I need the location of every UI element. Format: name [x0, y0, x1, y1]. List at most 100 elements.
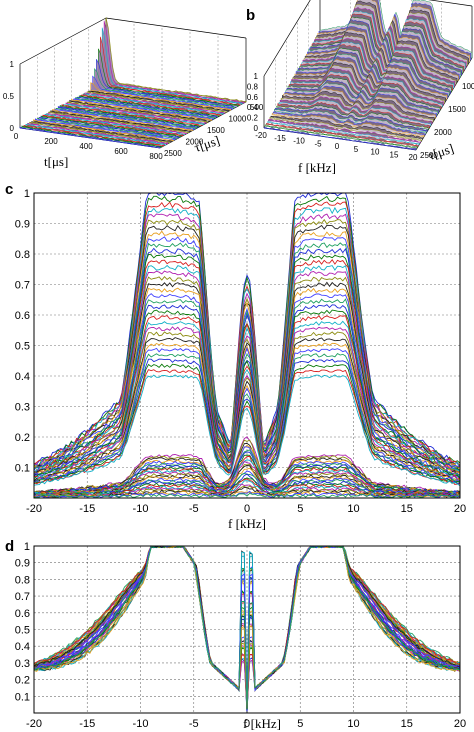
panel-c-xtick-label: -20 [26, 503, 42, 515]
panel-b-letter: b [246, 7, 255, 24]
panel-d-ytick-label: 0.6 [15, 608, 30, 620]
panel-a-surface-row [21, 125, 163, 148]
panel-c-curve [33, 369, 461, 485]
panel-a-surface-row [86, 91, 228, 113]
panel-a-axes-box [19, 17, 247, 149]
panel-a-surface-row [55, 107, 197, 129]
panel-a-ylabel: τ[μs] [192, 133, 221, 155]
panel-a-surface-row [59, 105, 201, 127]
panel-b-tick-labels: -20-15-10-505101520500100015002000250000… [247, 72, 474, 162]
panel-d-curve [33, 545, 461, 712]
panel-b-surface-row [263, 127, 417, 151]
panel-a-surface-row [54, 109, 195, 130]
panel-a-surface-row [88, 90, 230, 112]
panel-b-ztick-label: 0.8 [247, 82, 259, 91]
panel-a-surface-row [92, 75, 233, 110]
panel-a-surface-row [73, 98, 214, 120]
panel-b-surface-row [267, 120, 420, 145]
panel-c-curve [33, 490, 461, 499]
panel-a-surface-row [52, 109, 193, 131]
panel-c-xtick-label: -5 [189, 503, 199, 515]
panel-b-box-edge [263, 0, 311, 77]
panel-a-xtick-label: 600 [114, 147, 128, 156]
panel-a-surface-row [25, 123, 167, 146]
panel-c-curve [33, 281, 461, 477]
panel-a-ytick-label: 1500 [207, 126, 225, 135]
panel-c-curve [33, 358, 461, 484]
panel-a-ytick-label: 2500 [164, 149, 182, 158]
panel-a-surface-row [84, 92, 226, 114]
panel-c-curve [33, 478, 461, 498]
panel-d-line-plot: d -20 -15 -10 -5 0 5 10 15 20 0.1 0.2 0.3 0.4 0.5 0.6 0… [5, 538, 466, 731]
panel-a-surface-row [103, 20, 245, 104]
panel-c-curve [33, 480, 461, 498]
panel-b-xtick-label: -5 [314, 139, 322, 148]
panel-a-surface-row [75, 97, 216, 119]
panel-c-frame [33, 192, 461, 499]
panel-a-surface-row [31, 120, 172, 143]
panel-c-line-plot: c -20 -15 -10 -5 0 5 10 15 20 0.1 0.2 0.3 0.4 0.5 0.6 0… [5, 181, 466, 531]
panel-c-ytick-label: 0.8 [15, 249, 30, 261]
panel-a-box-edge [105, 17, 247, 39]
panel-a-surface-row [69, 99, 211, 122]
panel-c-curve [33, 342, 461, 483]
panel-b-surface-row [268, 118, 421, 143]
panel-d-xtick-label: 20 [454, 718, 466, 730]
panel-a-surface-row [33, 119, 174, 142]
panel-d-xlabel: f [kHz] [243, 716, 281, 731]
panel-b-ylabel: τ[μs] [426, 141, 455, 163]
panel-c-curve [33, 337, 461, 483]
panel-c-curve [33, 374, 461, 487]
panel-a-ztick-label: 0.5 [3, 92, 15, 101]
panel-c-ytick-label: 0.9 [15, 219, 30, 231]
panel-d-curve [33, 545, 461, 710]
panel-c-xtick-label: -10 [133, 503, 149, 515]
panel-a-xtick-label: 0 [14, 132, 19, 141]
panel-c-xtick-label: 15 [401, 503, 413, 515]
panel-a-surface-row [94, 67, 235, 109]
panel-b-xtick-label: -10 [293, 137, 305, 146]
panel-c-curve [33, 218, 461, 468]
panel-a-ytick-label: 1000 [229, 115, 247, 124]
panel-c-curve [33, 309, 461, 480]
panel-b-box-edge [428, 0, 473, 7]
panel-a-surface-row [23, 125, 165, 147]
panel-d-ytick-label: 0.7 [15, 591, 30, 603]
panel-a-surface-row [57, 106, 199, 128]
panel-b-ytick-label: 1500 [448, 105, 466, 114]
panel-a-surface-row [50, 110, 191, 132]
panel-a-box-edge [19, 17, 107, 65]
panel-c-curve [33, 331, 461, 482]
panel-a-surface-row [34, 118, 176, 141]
panel-b-ztick-label: 0.4 [247, 103, 259, 112]
panel-c-curve [33, 315, 461, 480]
panel-d-ytick-label: 0.4 [15, 641, 30, 653]
panel-b-ytick-label: 2000 [434, 128, 452, 137]
panel-b-ztick-label: 0.2 [247, 114, 259, 123]
panel-d-frame [33, 545, 461, 714]
panel-b-xlabel: f [kHz] [298, 160, 336, 175]
panel-d-ytick-label: 0.8 [15, 574, 30, 586]
panel-b-xtick-label: 15 [390, 150, 399, 159]
panel-c-letter: c [5, 181, 13, 198]
panel-b-xtick-label: 5 [354, 145, 359, 154]
panel-d-xtick-label: -20 [26, 718, 42, 730]
panel-a-xlabel: t[μs] [44, 154, 68, 169]
panel-d-ytick-label: 0.1 [15, 691, 30, 703]
panel-c-curve [33, 326, 461, 482]
panel-b-ztick-label: 1 [254, 72, 259, 81]
panel-c-ytick-label: 0.6 [15, 310, 30, 322]
panel-a-box-edge [159, 101, 247, 149]
panel-c-curve [33, 454, 461, 496]
panel-c-curve [33, 287, 461, 475]
panel-b-xtick-label: -20 [255, 131, 267, 140]
panel-a-surface-row [78, 95, 220, 117]
panel-a-ztick-label: 1 [10, 60, 15, 69]
panel-d-ytick-label: 0.9 [15, 558, 30, 570]
panel-d-ytick-label: 0.3 [15, 658, 30, 670]
panel-a-surface-row [40, 115, 182, 138]
panel-d-ytick-label: 0.5 [15, 625, 30, 637]
panel-c-ytick-label: 0.1 [15, 463, 30, 475]
panel-a-xtick-label: 400 [79, 142, 93, 151]
